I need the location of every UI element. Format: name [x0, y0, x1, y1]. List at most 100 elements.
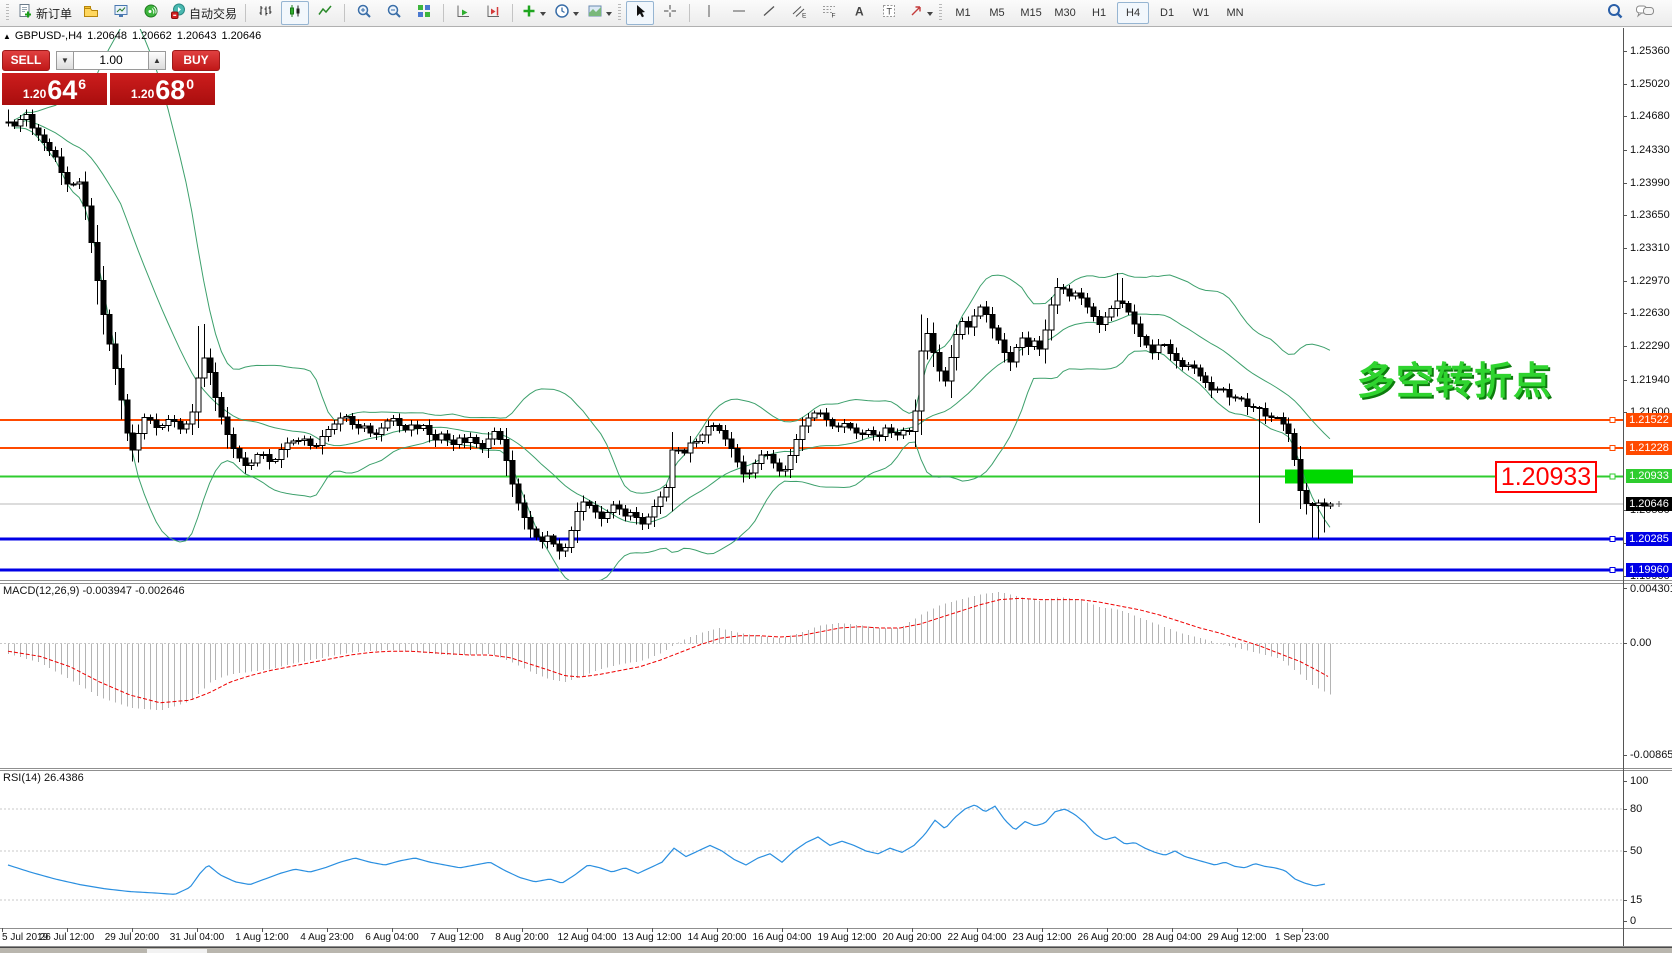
vertical-line-icon — [702, 3, 716, 24]
bottom-strip — [0, 947, 1672, 953]
current-price-chip: 1.20646 — [1626, 497, 1672, 512]
text-label-button[interactable]: T — [875, 1, 903, 25]
equidistant-channel-button[interactable]: E — [785, 1, 813, 25]
price-axis-label: 1.25360 — [1630, 45, 1670, 57]
profiles-button[interactable] — [77, 1, 105, 25]
rsi-line — [7, 804, 1326, 895]
pane-separators — [0, 28, 1672, 947]
new-order-label: 新订单 — [36, 6, 73, 21]
tab-timeframe-M15[interactable]: M15 — [1020, 7, 1042, 19]
line-chart-icon — [317, 3, 333, 24]
text-a-icon: A — [852, 3, 866, 24]
volume-increase-button[interactable]: ▲ — [148, 50, 166, 70]
line-chart-button[interactable] — [311, 1, 339, 25]
auto-scroll-button[interactable] — [449, 1, 477, 25]
tab-timeframe-H4[interactable]: H4 — [1117, 2, 1150, 24]
collapse-arrow-icon[interactable]: ▲ — [3, 32, 11, 41]
bars-chart-button[interactable] — [251, 1, 279, 25]
price-axis-label: 1.25020 — [1630, 77, 1670, 90]
macd-indicator-label: MACD(12,26,9) -0.003947 -0.002646 — [3, 585, 185, 597]
text-button[interactable]: A — [845, 1, 873, 25]
clock-icon — [554, 3, 570, 24]
toolbar-separator — [512, 4, 514, 22]
price-level-chip: 1.21522 — [1626, 412, 1672, 427]
tile-windows-icon — [416, 3, 432, 24]
autotrading-button[interactable]: 自动交易 — [167, 1, 240, 25]
toolbar-grip — [939, 4, 943, 22]
zoom-in-button[interactable] — [350, 1, 378, 25]
text-label-icon: T — [881, 3, 897, 24]
time-axis-label: 6 Aug 04:00 — [365, 932, 419, 943]
autotrading-icon — [170, 3, 186, 24]
candles-layer — [5, 109, 1342, 560]
svg-text:T: T — [887, 6, 893, 16]
signals-button[interactable] — [137, 1, 165, 25]
toolbar-grip — [6, 4, 9, 22]
vertical-line-button[interactable] — [695, 1, 723, 25]
new-order-icon — [17, 3, 33, 24]
bid-price-panel[interactable]: 1.20 64 6 — [2, 73, 107, 105]
candlestick-chart-icon — [287, 3, 303, 24]
tab-timeframe-H1[interactable]: H1 — [1092, 7, 1107, 19]
chart-canvas[interactable]: ▲ GBPUSD-,H4 1.20648 1.20662 1.20643 1.20646 … — [0, 28, 1672, 953]
cursor-button[interactable] — [626, 1, 655, 25]
price-axis-label: 1.21940 — [1630, 373, 1670, 386]
chat-button[interactable] — [1631, 1, 1659, 25]
buy-button[interactable]: BUY — [172, 49, 220, 71]
tile-windows-button[interactable] — [410, 1, 438, 25]
arrows-icon — [908, 3, 924, 24]
tab-timeframe-D1[interactable]: D1 — [1160, 7, 1175, 19]
bid-prefix: 1.20 — [22, 87, 47, 101]
trendline-button[interactable] — [755, 1, 783, 25]
channel-icon: E — [791, 3, 807, 24]
new-order-button[interactable]: 新订单 — [14, 1, 75, 25]
price-level-chip: 1.20285 — [1626, 531, 1672, 546]
periods-button[interactable] — [551, 1, 582, 25]
sell-button[interactable]: SELL — [2, 49, 50, 71]
tab-timeframe-M5[interactable]: M5 — [989, 7, 1005, 19]
tab-timeframe-M1[interactable]: M1 — [955, 7, 971, 19]
chart-annotation-text[interactable]: 多空转折点 — [1357, 361, 1553, 403]
crosshair-button[interactable] — [656, 1, 684, 25]
price-axis-label: 1.24680 — [1630, 110, 1670, 123]
templates-button[interactable] — [584, 1, 615, 25]
macd-signal-line — [7, 597, 1329, 704]
ohlc-open: 1.20648 — [87, 30, 127, 42]
rsi-indicator-label: RSI(14) 26.4386 — [3, 772, 84, 784]
svg-text:E: E — [802, 12, 807, 19]
ohlc-low: 1.20643 — [176, 30, 217, 42]
horizontal-line-button[interactable] — [725, 1, 753, 25]
search-icon — [1606, 2, 1624, 25]
time-axis-label: 31 Jul 04:00 — [169, 932, 225, 943]
search-button[interactable] — [1601, 1, 1629, 25]
highlight-rect — [1285, 469, 1353, 484]
volume-decrease-button[interactable]: ▼ — [56, 50, 74, 70]
cursor-icon — [632, 3, 648, 24]
ask-price-panel[interactable]: 1.20 68 0 — [110, 73, 215, 105]
toolbar-right-group — [1600, 1, 1660, 25]
chevron-down-icon — [927, 12, 934, 19]
candlestick-chart-button[interactable] — [281, 1, 310, 25]
fibonacci-button[interactable]: F — [815, 1, 843, 25]
indicators-add-icon — [521, 3, 537, 24]
time-axis-label: 19 Aug 12:00 — [817, 932, 877, 943]
price-callout-box[interactable]: 1.20933 — [1495, 461, 1597, 493]
chart-shift-button[interactable] — [479, 1, 507, 25]
tab-timeframe-W1[interactable]: W1 — [1192, 7, 1210, 19]
trendline-icon — [761, 3, 777, 24]
market-watch-button[interactable] — [107, 1, 135, 25]
price-axis-label: 1.22290 — [1630, 340, 1670, 353]
zoom-out-button[interactable] — [380, 1, 408, 25]
ohlc-high: 1.20662 — [131, 30, 172, 42]
indicators-button[interactable] — [518, 1, 549, 25]
time-axis-label: 26 Jul 12:00 — [39, 932, 95, 943]
axis-ticks — [2, 51, 1627, 932]
tab-timeframe-M30[interactable]: M30 — [1054, 7, 1076, 19]
macd-histogram — [8, 592, 1331, 711]
horizontal-line-icon — [731, 3, 747, 24]
tab-timeframe-MN[interactable]: MN — [1226, 7, 1244, 19]
volume-input[interactable] — [74, 50, 148, 70]
arrows-button[interactable] — [905, 1, 936, 25]
rsi-axis-label: 15 — [1630, 894, 1643, 906]
